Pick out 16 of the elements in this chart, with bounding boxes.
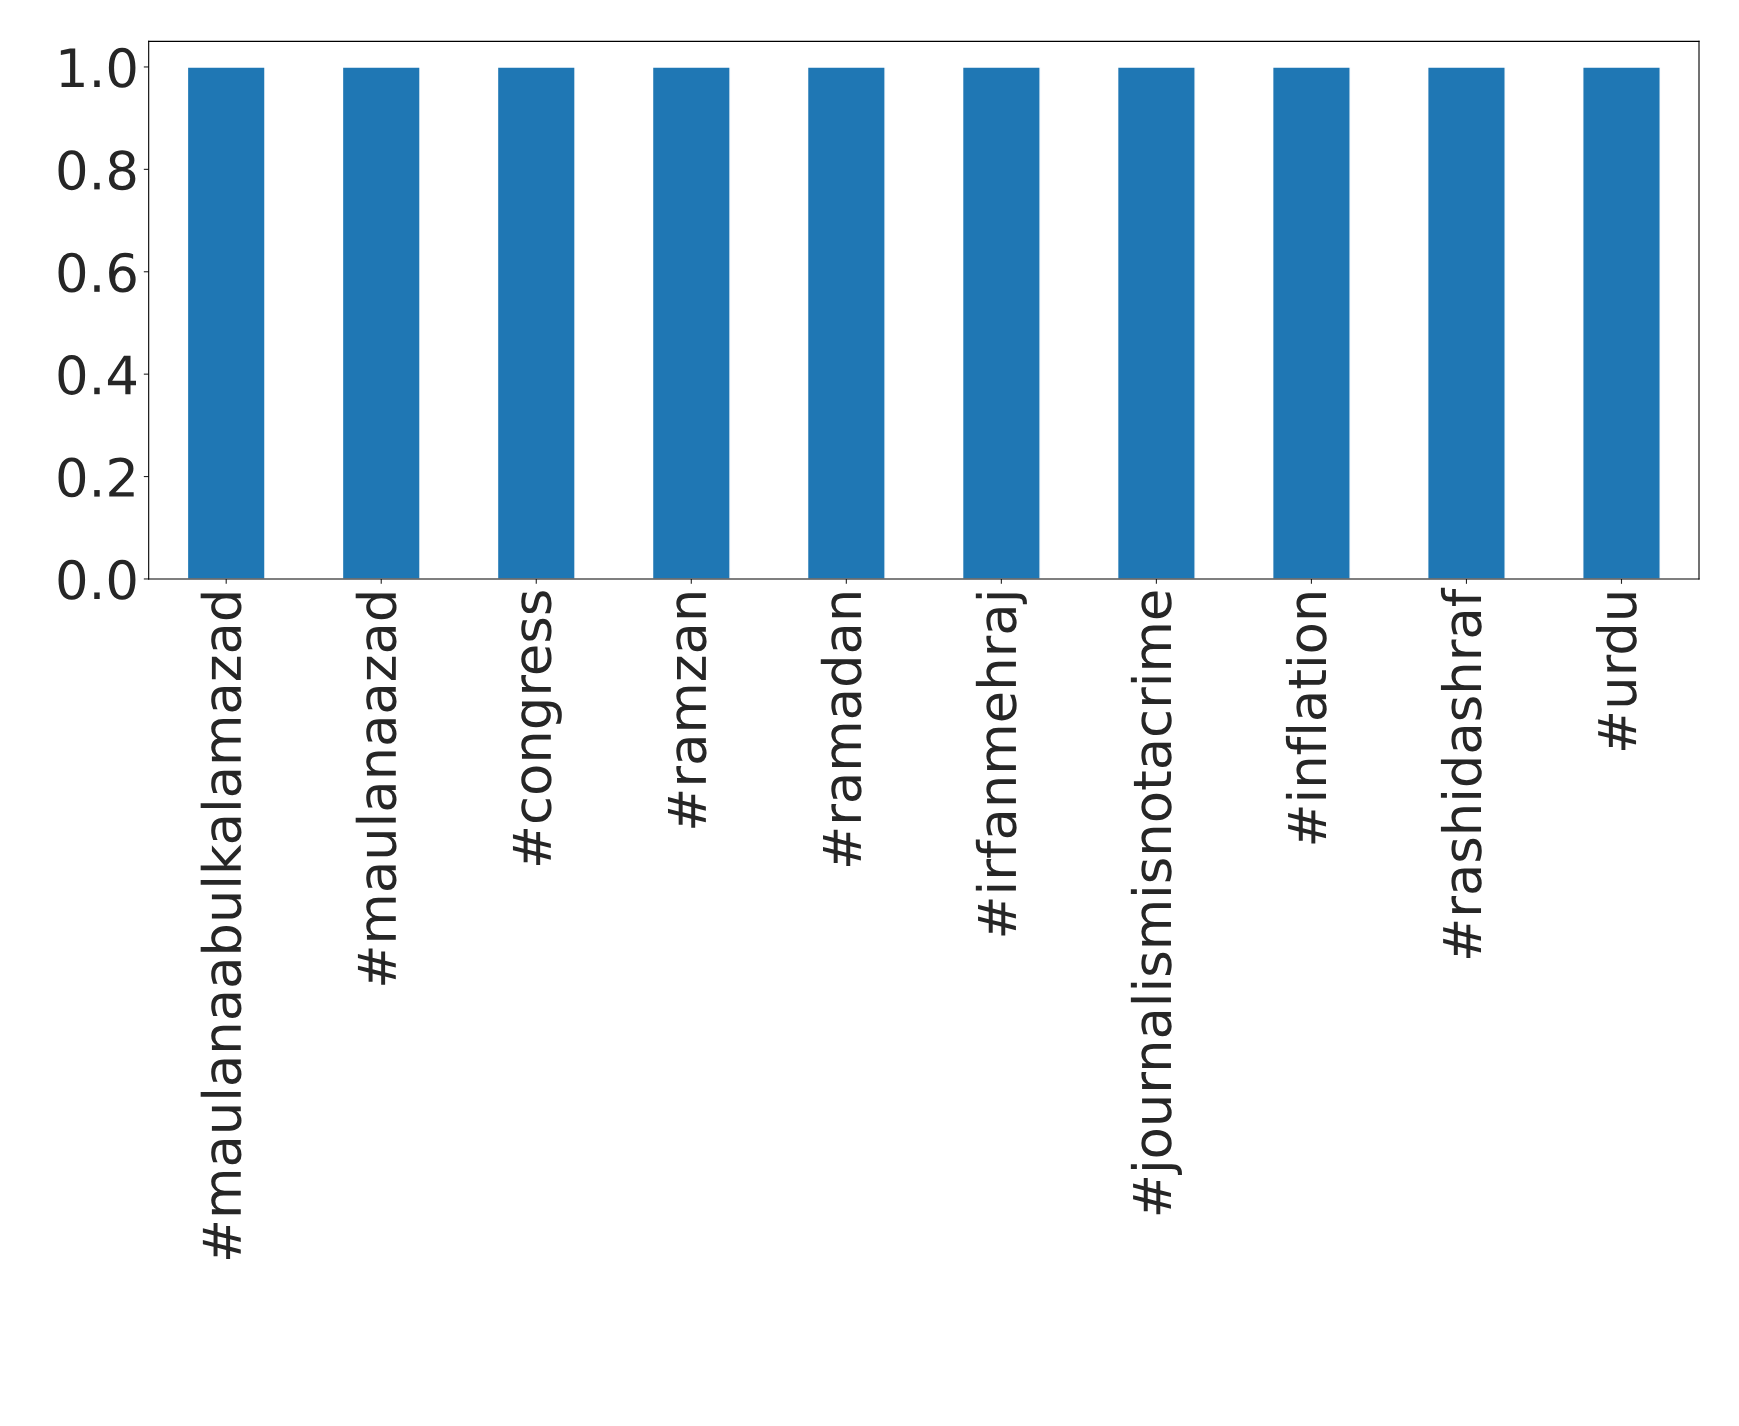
x-tick-label: #inflation <box>1285 593 1327 844</box>
x-tick-label: #irfanmehraj <box>975 593 1027 936</box>
y-tick-label: 0.2 <box>58 457 134 498</box>
y-tick-label: 0.0 <box>58 559 136 600</box>
y-tick-label: 0.6 <box>58 252 136 293</box>
x-tick-label: #maulanaabulkalamazad <box>200 593 242 1260</box>
x-tick-label: #congress <box>512 591 562 866</box>
x-tick-label: #ramzan <box>667 593 707 828</box>
x-tick-label: #ramadan <box>820 593 862 866</box>
x-tick-label: #rashidashraf <box>1440 587 1482 958</box>
y-tick-label: 1.0 <box>60 47 136 88</box>
x-tick-label: #urdu <box>1595 593 1637 751</box>
y-tick-label: 0.4 <box>58 355 136 395</box>
x-tick-label: #journalismisnotacrime <box>1130 591 1182 1215</box>
y-tick-label: 0.8 <box>58 150 136 191</box>
x-tick-label: #maulanaazad <box>355 593 397 985</box>
